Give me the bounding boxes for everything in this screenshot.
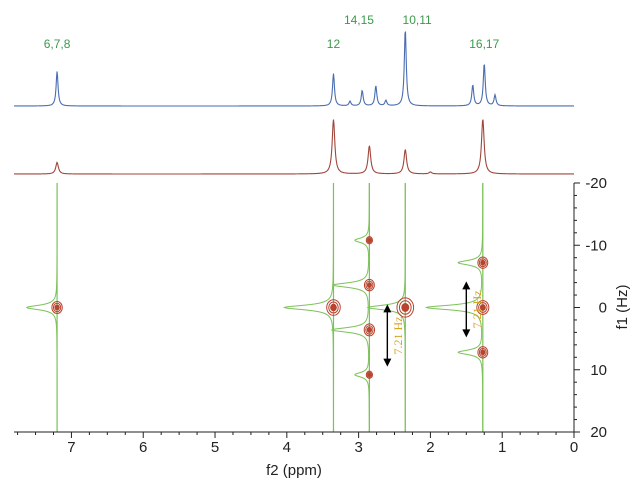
contour-peak-5 (365, 370, 374, 379)
y-tick-label-4: 20 (590, 424, 607, 441)
contour-ring-1-0 (326, 299, 341, 316)
contour-ring-2-2 (367, 238, 372, 243)
y-tick-label-0: -20 (585, 175, 607, 192)
peak-label-3: 10,11 (403, 13, 432, 27)
contour-peak-4 (363, 323, 376, 337)
contour-ring-8-2 (479, 304, 486, 311)
contour-peak-6 (396, 297, 415, 318)
contour-ring-4-2 (366, 326, 373, 333)
x-tick-label-2: 5 (211, 439, 219, 456)
contour-ring-6-0 (396, 297, 415, 318)
contour-ring-8-1 (478, 302, 488, 313)
f1-trace-3 (366, 183, 406, 432)
x-tick-label-7: 0 (570, 439, 578, 456)
y-tick-label-3: 10 (590, 362, 607, 379)
f1-trace-0 (25, 183, 58, 432)
peak-label-0: 6,7,8 (44, 37, 71, 51)
coupling-arrow-head-down-1 (462, 329, 471, 338)
contour-ring-3-2 (366, 282, 372, 288)
contour-ring-6-2 (401, 302, 410, 313)
f1-trace-4 (424, 182, 484, 433)
contour-ring-7-0 (477, 256, 489, 269)
contour-peak-1 (326, 299, 341, 316)
coupling-annotation-0: 7.21 Hz (383, 304, 405, 367)
coupling-arrow-head-down-0 (383, 358, 392, 367)
contour-peak-2 (365, 236, 374, 245)
x-tick-label-3: 4 (283, 439, 291, 456)
contour-ring-7-2 (480, 259, 486, 266)
x-tick-label-4: 3 (354, 439, 362, 456)
contour-ring-2-1 (366, 237, 373, 244)
contour-ring-6-1 (398, 300, 412, 315)
contour-peak-8 (476, 300, 490, 315)
contour-ring-1-1 (328, 301, 339, 314)
contour-ring-1-2 (330, 303, 337, 312)
x-axis-title: f2 (ppm) (266, 462, 322, 479)
y-tick-label-2: 0 (599, 300, 607, 317)
contour-peak-3 (363, 278, 375, 292)
contour-ring-3-0 (363, 278, 375, 292)
peak-label-2: 14,15 (344, 13, 374, 27)
x-tick-label-6: 1 (498, 439, 506, 456)
contour-peak-0 (51, 301, 63, 314)
y-axis-title: f1 (Hz) (614, 284, 631, 329)
projection-spectrum-line (14, 119, 574, 175)
contour-ring-7-1 (478, 258, 487, 268)
y-tick-label-1: -10 (585, 237, 607, 254)
contour-ring-2-0 (365, 236, 374, 245)
coupling-arrow-head-up-1 (462, 281, 471, 290)
contour-ring-5-0 (365, 370, 374, 379)
f2-projection-spectrum (14, 119, 574, 175)
f1-trace-2 (330, 183, 370, 433)
contour-ring-9-1 (478, 347, 487, 357)
contour-ring-0-1 (52, 302, 62, 313)
contour-ring-5-1 (366, 371, 373, 378)
contour-peak-7 (477, 256, 489, 269)
contour-peak-9 (477, 346, 489, 359)
contour-ring-9-0 (477, 346, 489, 359)
top-spectrum-line (14, 31, 574, 107)
x-tick-label-0: 7 (67, 439, 75, 456)
f1-trace-1 (282, 183, 334, 432)
x-tick-label-5: 2 (426, 439, 434, 456)
coupling-label-1: 7.21 Hz (470, 290, 484, 328)
peak-label-1: 12 (327, 37, 341, 51)
contour-ring-9-2 (480, 349, 486, 356)
2d-plot-area: 7.21 Hz 7.21 Hz (25, 182, 490, 433)
contour-ring-4-0 (363, 323, 376, 337)
contour-ring-5-2 (367, 372, 372, 377)
peak-label-4: 16,17 (469, 37, 499, 51)
coupling-annotation-1: 7.21 Hz (462, 281, 484, 338)
coupling-label-0: 7.21 Hz (391, 317, 405, 355)
contour-ring-3-1 (365, 280, 374, 290)
contour-ring-4-1 (365, 325, 374, 335)
top-1d-spectrum (14, 31, 574, 107)
contour-ring-8-0 (476, 300, 490, 315)
contour-ring-0-0 (51, 301, 63, 314)
contour-ring-0-2 (54, 304, 60, 311)
x-tick-label-1: 6 (139, 439, 147, 456)
coupling-arrow-head-up-0 (383, 304, 392, 313)
